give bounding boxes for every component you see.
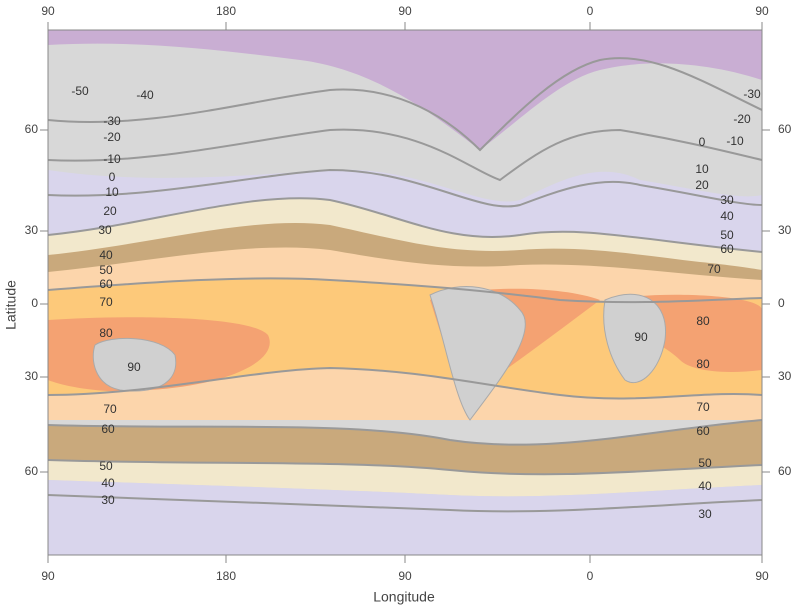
contour-label: 70 — [696, 400, 710, 414]
contour-label: -20 — [733, 112, 751, 126]
isotherm — [48, 459, 762, 476]
bottom-tick-label: 90 — [41, 569, 55, 583]
contour-label: 10 — [105, 185, 119, 199]
contour-label: 40 — [698, 479, 712, 493]
contour-label: -30 — [103, 114, 121, 128]
contour-label: 60 — [696, 424, 710, 438]
contour-label: 70 — [99, 295, 113, 309]
contour-label: 50 — [698, 456, 712, 470]
bottom-tick-label: 0 — [587, 569, 594, 583]
right-tick-label: 60 — [778, 464, 792, 478]
australia — [92, 337, 177, 392]
contour-label: 50 — [99, 459, 113, 473]
contour-label: 0 — [699, 135, 706, 149]
isotherm — [48, 57, 762, 152]
contour-label: 0 — [109, 170, 116, 184]
contour-label: 80 — [696, 357, 710, 371]
top-tick-label: 0 — [587, 4, 594, 18]
right-tick-label: 30 — [778, 369, 792, 383]
contour-label: 30 — [698, 507, 712, 521]
south-warm-band — [48, 420, 762, 475]
left-tick-label: 0 — [31, 296, 38, 310]
contour-label: -10 — [726, 134, 744, 148]
contour-label: 80 — [696, 314, 710, 328]
isotherm — [48, 168, 762, 208]
isotherm — [48, 494, 762, 513]
x-axis-label: Longitude — [373, 589, 435, 605]
contour-label: 90 — [127, 360, 141, 374]
contour-label: 30 — [720, 193, 734, 207]
contour-label: 30 — [101, 493, 115, 507]
cold-land — [48, 30, 762, 150]
isotherm — [48, 366, 762, 400]
africa — [603, 293, 667, 383]
bottom-tick-label: 90 — [755, 569, 769, 583]
contour-label: 20 — [103, 204, 117, 218]
right-tick-label: 60 — [778, 122, 792, 136]
top-tick-label: 90 — [398, 4, 412, 18]
bottom-tick-label: 180 — [216, 569, 236, 583]
contour-label: -50 — [71, 84, 89, 98]
south-cool-band — [48, 480, 762, 555]
contour-label: 50 — [720, 228, 734, 242]
contour-label: 60 — [99, 277, 113, 291]
contour-label: -20 — [103, 130, 121, 144]
isotherms — [48, 57, 762, 513]
contour-label: -40 — [136, 88, 154, 102]
isotherm — [48, 128, 762, 182]
map-area — [48, 30, 762, 555]
contour-label: 20 — [695, 178, 709, 192]
contour-label: 50 — [99, 263, 113, 277]
bottom-tick-label: 90 — [398, 569, 412, 583]
contour-label: 10 — [695, 162, 709, 176]
south-mild-band — [48, 460, 762, 497]
contour-label: 30 — [98, 223, 112, 237]
left-tick-label: 30 — [25, 223, 39, 237]
contour-label: 70 — [707, 262, 721, 276]
right-tick-label: 0 — [778, 296, 785, 310]
isotherm — [48, 197, 762, 253]
left-tick-label: 30 — [25, 369, 39, 383]
contour-label: 70 — [103, 402, 117, 416]
contour-label: -10 — [103, 152, 121, 166]
contour-label: -30 — [743, 87, 761, 101]
contour-label: 40 — [720, 209, 734, 223]
contour-label: 40 — [99, 248, 113, 262]
right-tick-label: 30 — [778, 223, 792, 237]
top-tick-label: 90 — [755, 4, 769, 18]
contour-label: 60 — [720, 242, 734, 256]
contour-label: 60 — [101, 422, 115, 436]
top-tick-label: 90 — [41, 4, 55, 18]
south-america — [429, 286, 526, 421]
contour-label: 90 — [634, 330, 648, 344]
contour-label: 80 — [99, 326, 113, 340]
isotherm — [48, 277, 762, 304]
top-tick-label: 180 — [216, 4, 236, 18]
left-tick-label: 60 — [25, 464, 39, 478]
y-axis-label: Latitude — [3, 280, 19, 330]
left-tick-label: 60 — [25, 122, 39, 136]
isotherm — [48, 419, 762, 446]
contour-label: 40 — [101, 476, 115, 490]
